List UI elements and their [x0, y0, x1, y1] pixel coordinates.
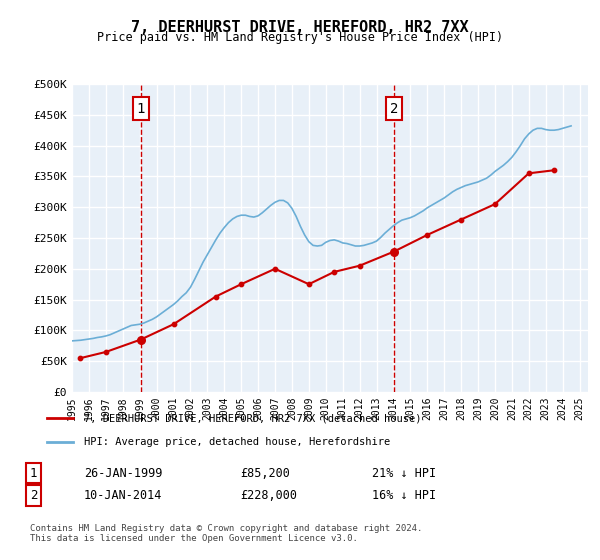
- Point: [355, 261, 364, 270]
- Text: 7, DEERHURST DRIVE, HEREFORD, HR2 7XX: 7, DEERHURST DRIVE, HEREFORD, HR2 7XX: [131, 20, 469, 35]
- Point: [270, 264, 280, 273]
- Point: [236, 280, 246, 289]
- Point: [76, 354, 85, 363]
- Point: [422, 231, 432, 240]
- Text: 16% ↓ HPI: 16% ↓ HPI: [372, 489, 436, 502]
- Point: [550, 166, 559, 175]
- Point: [389, 247, 399, 256]
- Point: [457, 215, 466, 224]
- Point: [389, 247, 399, 256]
- Point: [136, 335, 146, 344]
- Point: [329, 268, 339, 277]
- Text: 1: 1: [30, 466, 37, 480]
- Text: 1: 1: [137, 101, 145, 115]
- Point: [524, 169, 533, 178]
- Point: [101, 347, 110, 356]
- Text: Price paid vs. HM Land Registry's House Price Index (HPI): Price paid vs. HM Land Registry's House …: [97, 31, 503, 44]
- Point: [304, 280, 314, 289]
- Text: £85,200: £85,200: [240, 466, 290, 480]
- Text: 26-JAN-1999: 26-JAN-1999: [84, 466, 163, 480]
- Text: 2: 2: [390, 101, 398, 115]
- Text: HPI: Average price, detached house, Herefordshire: HPI: Average price, detached house, Here…: [83, 436, 390, 446]
- Text: 2: 2: [30, 489, 37, 502]
- Text: 21% ↓ HPI: 21% ↓ HPI: [372, 466, 436, 480]
- Text: Contains HM Land Registry data © Crown copyright and database right 2024.
This d: Contains HM Land Registry data © Crown c…: [30, 524, 422, 543]
- Point: [169, 320, 178, 329]
- Text: 7, DEERHURST DRIVE, HEREFORD, HR2 7XX (detached house): 7, DEERHURST DRIVE, HEREFORD, HR2 7XX (d…: [83, 413, 421, 423]
- Text: 10-JAN-2014: 10-JAN-2014: [84, 489, 163, 502]
- Text: £228,000: £228,000: [240, 489, 297, 502]
- Point: [490, 200, 500, 209]
- Point: [211, 292, 221, 301]
- Point: [136, 335, 146, 344]
